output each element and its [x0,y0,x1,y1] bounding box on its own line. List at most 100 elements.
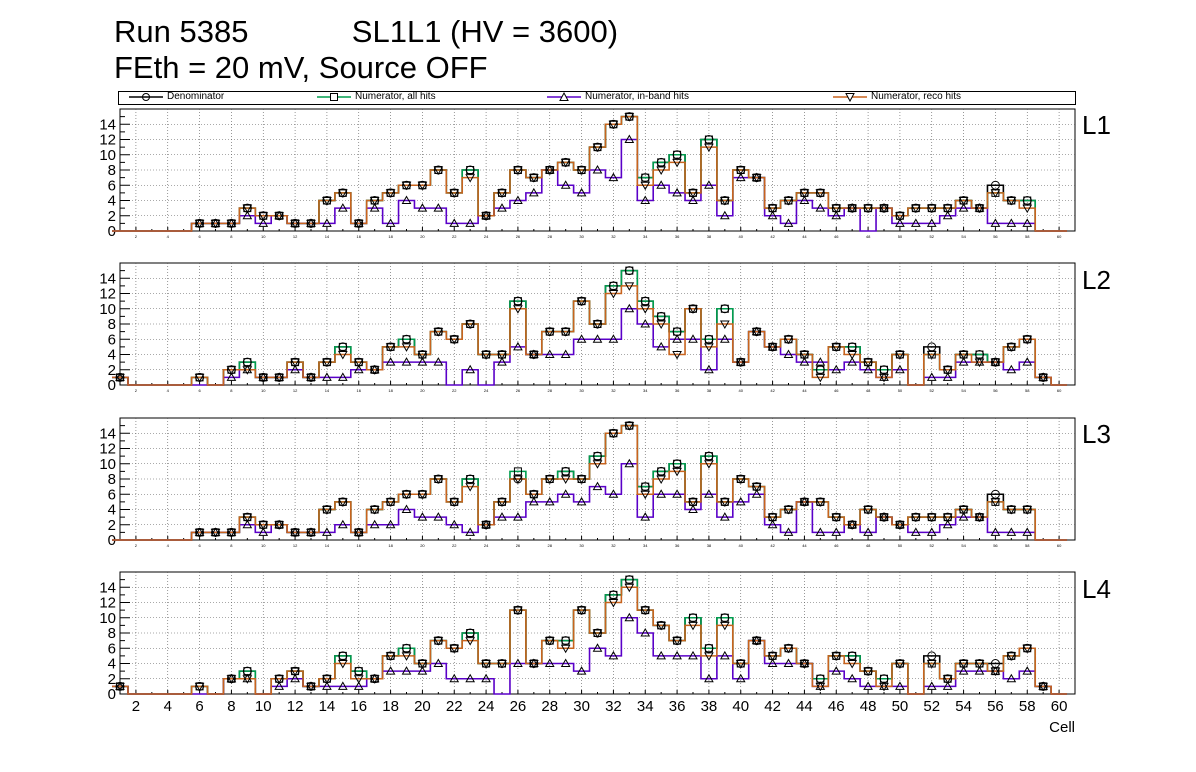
marker-numerator-inband [719,210,730,220]
marker-numerator-reco [513,606,523,616]
marker-numerator-inband [719,334,730,343]
marker-numerator-inband [465,527,476,536]
marker-numerator-reco [576,297,587,307]
marker-numerator-reco [353,358,364,368]
marker-numerator-inband [735,673,746,683]
marker-numerator-reco [401,343,412,352]
marker-numerator-inband [624,134,635,143]
marker-numerator-inband [767,210,778,220]
marker-numerator-inband [417,666,428,675]
x-tick-label: 20 [414,698,431,715]
y-tick-label: 6 [108,486,116,503]
marker-numerator-reco [624,113,635,122]
marker-numerator-reco [449,498,460,507]
marker-numerator-reco [544,475,555,485]
y-tick-label: 14 [99,579,116,596]
x-tick-label: 18 [388,543,393,548]
x-tick-label: 30 [579,234,584,239]
marker-numerator-reco [815,682,826,692]
marker-numerator-inband [910,527,921,536]
marker-numerator-inband [942,372,953,381]
marker-numerator-reco [401,652,412,661]
marker-numerator-inband [337,681,348,690]
x-tick-label: 20 [420,388,425,393]
marker-numerator-all [354,667,363,676]
marker-numerator-inband [544,496,555,506]
marker-numerator-inband [767,658,778,667]
marker-numerator-reco [1006,506,1017,515]
marker-numerator-reco [656,621,667,631]
y-tick-label: 2 [108,362,116,379]
legend-marker-triangle-down-icon [833,93,867,103]
marker-numerator-inband [385,519,396,529]
marker-numerator-reco [544,166,555,176]
x-tick-label: 60 [1057,388,1062,393]
marker-numerator-reco [481,212,491,221]
marker-numerator-reco [1038,373,1049,383]
marker-numerator-reco [958,660,969,669]
marker-numerator-all [466,166,475,174]
marker-numerator-reco [895,660,905,669]
marker-numerator-inband [465,218,476,227]
marker-numerator-inband [385,218,396,227]
marker-numerator-inband [815,527,826,536]
marker-numerator-reco [831,343,842,352]
marker-numerator-reco [369,366,380,375]
marker-numerator-reco [210,528,221,538]
marker-numerator-reco [306,373,316,383]
marker-numerator-reco [926,351,937,360]
x-tick-label: 24 [478,698,495,715]
marker-numerator-reco [688,305,698,314]
marker-numerator-inband [497,203,507,212]
marker-numerator-inband [735,496,746,506]
marker-numerator-reco [369,197,380,206]
marker-numerator-reco [735,660,746,669]
x-tick-label: 58 [1025,388,1030,393]
marker-numerator-reco [608,599,619,608]
marker-numerator-inband [608,172,619,182]
marker-numerator-reco [337,351,348,360]
marker-numerator-inband [942,519,953,529]
marker-numerator-reco [1022,204,1033,214]
marker-numerator-reco [576,166,587,176]
marker-numerator-inband [592,334,603,343]
marker-numerator-reco [990,498,1001,507]
x-tick-label: 52 [930,543,935,548]
panel-label-l3: L3 [1082,419,1111,449]
y-tick-label: 12 [99,132,116,149]
marker-numerator-reco [369,675,380,684]
x-tick-label: 36 [675,234,680,239]
x-tick-label: 44 [802,543,807,548]
x-tick-label: 58 [1019,698,1036,715]
y-tick-label: 8 [108,625,116,642]
marker-numerator-reco [624,282,635,291]
marker-numerator-inband [481,673,491,683]
marker-numerator-inband [704,489,714,498]
marker-numerator-reco [576,475,587,485]
x-tick-label: 40 [732,698,749,715]
x-tick-label: 26 [516,234,521,239]
marker-numerator-inband [608,489,619,498]
marker-numerator-all [704,335,713,344]
chart-title-line2: FEth = 20 mV, Source OFF [114,50,488,85]
y-tick-label: 6 [108,331,116,348]
marker-numerator-reco [831,652,842,661]
marker-numerator-reco [719,320,730,330]
marker-numerator-all [704,644,713,653]
x-tick-label: 32 [611,388,616,393]
x-tick-label: 38 [701,698,718,715]
marker-numerator-inband [656,489,667,498]
marker-numerator-reco [672,158,682,168]
x-tick-label: 18 [388,234,393,239]
marker-numerator-reco [799,498,810,507]
x-tick-label: 50 [898,543,903,548]
marker-numerator-inband [847,673,858,683]
x-tick-label: 40 [739,234,744,239]
y-tick-label: 2 [108,208,116,225]
y-tick-label: 4 [108,502,116,519]
marker-numerator-reco [528,351,539,360]
marker-numerator-reco [688,621,698,631]
marker-numerator-inband [1006,527,1017,536]
marker-numerator-reco [528,660,539,669]
